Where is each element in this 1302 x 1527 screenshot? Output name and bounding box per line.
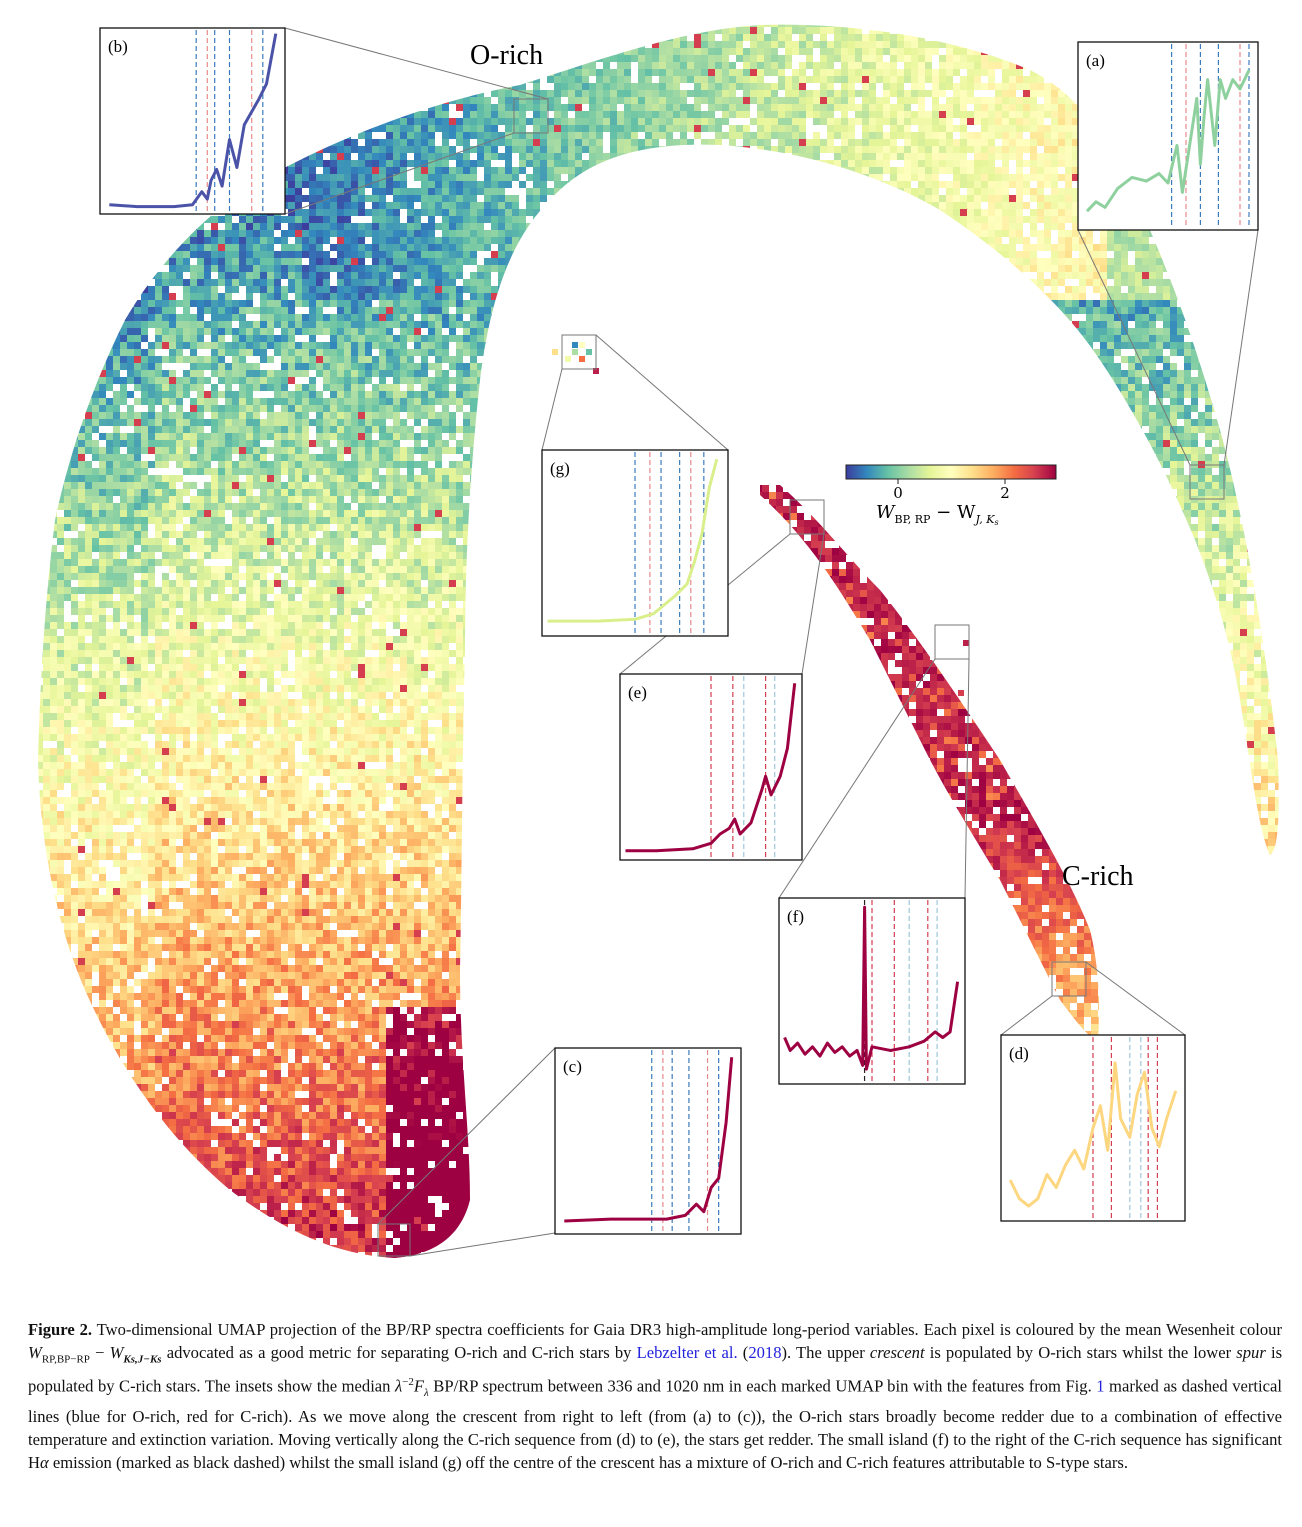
caption-text-5: is populated by C-rich stars. The insets… bbox=[28, 1343, 1282, 1396]
caption-text-8: emission (marked as black dashed) whilst… bbox=[49, 1453, 1128, 1472]
inset-frame bbox=[99, 27, 286, 215]
small-island-scatter bbox=[552, 342, 969, 696]
inset-label: (f) bbox=[787, 907, 804, 926]
inset-e: (e) bbox=[619, 673, 803, 861]
inset-f: (f) bbox=[778, 897, 966, 1085]
umap-figure: O-rich C-rich 0 2 WBP, RP − WJ, Ks bbox=[38, 24, 1279, 1259]
reference-link-authors[interactable]: Lebzelter et al. bbox=[637, 1343, 738, 1362]
lambda-symbol: λ bbox=[395, 1377, 402, 1396]
caption-text-4: is populated by O-rich stars whilst the … bbox=[925, 1343, 1237, 1362]
ref-paren-close: ) bbox=[782, 1343, 788, 1362]
inset-label: (d) bbox=[1009, 1044, 1029, 1063]
inset-frame bbox=[554, 1047, 742, 1235]
reference-link-year[interactable]: 2018 bbox=[748, 1343, 781, 1362]
crescent-term: crescent bbox=[870, 1343, 925, 1362]
inset-c: (c) bbox=[554, 1047, 742, 1235]
figure-1-link[interactable]: 1 bbox=[1096, 1377, 1104, 1396]
caption-text-1: Two-dimensional UMAP projection of the B… bbox=[92, 1320, 1282, 1339]
c-rich-label: C-rich bbox=[1062, 861, 1134, 892]
flux-symbol: F bbox=[414, 1377, 424, 1396]
inset-label: (g) bbox=[550, 459, 570, 478]
median-spectrum-line bbox=[109, 33, 278, 209]
inset-frame bbox=[1077, 41, 1259, 231]
colorbar-label: WBP, RP − WJ, Ks bbox=[876, 502, 999, 527]
wesenheit-symbol-2: W bbox=[110, 1343, 124, 1362]
flux-subscript: λ bbox=[424, 1387, 429, 1399]
inset-d: (d) bbox=[1000, 1034, 1186, 1222]
colorbar-gradient bbox=[845, 464, 1057, 480]
caption-text-7: marked as dashed vertical lines (blue fo… bbox=[28, 1377, 1282, 1472]
median-spectrum-line bbox=[625, 683, 797, 853]
inset-g: (g) bbox=[541, 449, 729, 637]
spur-term: spur bbox=[1236, 1343, 1266, 1362]
caption-text-6: BP/RP spectrum between 336 and 1020 nm i… bbox=[429, 1377, 1096, 1396]
figure-caption: Figure 2. Two-dimensional UMAP projectio… bbox=[28, 1318, 1282, 1474]
inset-label: (c) bbox=[563, 1057, 582, 1076]
median-spectrum-line bbox=[547, 458, 719, 623]
colorbar-tick-2: 2 bbox=[1000, 484, 1010, 502]
caption-text-3: . The upper bbox=[787, 1343, 870, 1362]
inset-label: (b) bbox=[108, 37, 128, 56]
inset-label: (e) bbox=[628, 683, 647, 702]
inset-label: (a) bbox=[1086, 51, 1105, 70]
inset-connectors bbox=[284, 27, 1259, 1257]
colorbar: 0 2 WBP, RP − WJ, Ks bbox=[845, 464, 1057, 527]
caption-text-2: advocated as a good metric for separatin… bbox=[162, 1343, 637, 1362]
colorbar-tick-0: 0 bbox=[893, 484, 903, 502]
median-spectrum-line bbox=[1008, 1061, 1178, 1208]
wesenheit-symbol-1: W bbox=[28, 1343, 42, 1362]
figure-number: Figure 2. bbox=[28, 1320, 92, 1339]
minus-sign: − bbox=[90, 1343, 110, 1362]
median-spectrum-line bbox=[564, 1057, 734, 1223]
o-rich-label: O-rich bbox=[470, 40, 543, 71]
median-spectrum-line bbox=[1085, 69, 1251, 213]
wesenheit-sub-1: RP,BP−RP bbox=[42, 1353, 90, 1365]
wesenheit-sub-2: Ks,J−Ks bbox=[123, 1353, 161, 1365]
alpha-symbol: α bbox=[40, 1453, 49, 1472]
spectrum-insets: (a) (b) (c) (d) (e) (f) (g) bbox=[99, 27, 1259, 1235]
inset-a: (a) bbox=[1077, 41, 1259, 231]
ref-paren-open: ( bbox=[738, 1343, 749, 1362]
median-spectrum-line bbox=[783, 905, 960, 1071]
lambda-exponent: −2 bbox=[402, 1376, 414, 1388]
inset-b: (b) bbox=[99, 27, 286, 215]
